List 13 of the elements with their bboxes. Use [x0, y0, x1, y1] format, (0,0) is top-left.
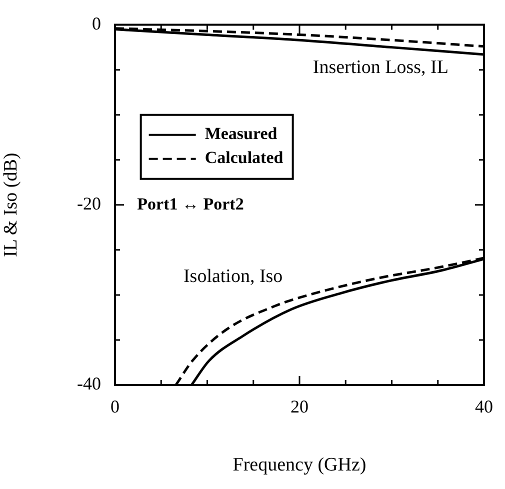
legend-label: Calculated — [204, 148, 284, 168]
y-tick-label: -40 — [77, 374, 101, 394]
y-tick-label: -20 — [77, 194, 101, 214]
y-tick-label: 0 — [92, 14, 101, 34]
annotation: Isolation, Iso — [183, 266, 283, 287]
x-tick-label: 0 — [110, 396, 120, 417]
x-tick-label: 40 — [475, 396, 493, 417]
x-tick-label: 20 — [290, 396, 308, 417]
annotation: Port1 ↔ Port2 — [137, 194, 244, 214]
y-axis-title: IL & Iso (dB) — [0, 152, 22, 258]
legend-label: Measured — [204, 124, 278, 144]
annotation: Insertion Loss, IL — [312, 57, 448, 78]
x-axis-title: Frequency (GHz) — [232, 454, 366, 476]
